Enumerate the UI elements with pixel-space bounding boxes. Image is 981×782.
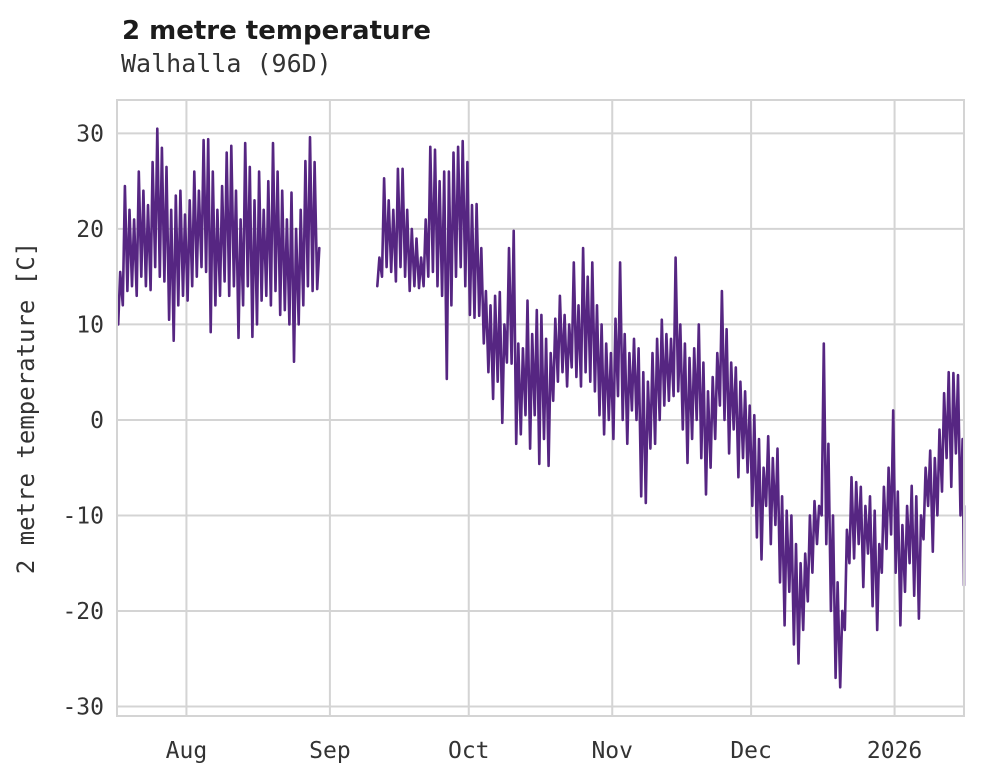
y-tick-label: -30 [62,694,104,720]
plot-border [116,99,965,717]
x-tick-label: Dec [730,738,772,764]
border-layer [116,99,965,717]
x-tick-label: 2026 [867,738,922,764]
chart-subtitle: Walhalla (96D) [121,49,332,78]
temperature-line [376,139,966,689]
chart-title: 2 metre temperature [122,16,431,46]
y-tick-label: 30 [76,121,104,147]
y-tick-label: 0 [90,408,104,434]
series-layer [116,127,966,689]
tick-layer: 30 20 10 0 -10 -20 -30 Aug Sep Oct Nov Dec 2026 [62,121,922,764]
y-tick-label: -10 [62,503,104,529]
y-tick-label: 10 [76,312,104,338]
y-tick-label: -20 [62,599,104,625]
x-tick-label: Nov [591,738,633,764]
x-tick-label: Aug [166,738,208,764]
y-tick-label: 20 [76,217,104,243]
x-tick-label: Oct [448,738,490,764]
x-tick-label: Sep [309,738,351,764]
temperature-line [116,127,321,363]
y-axis-label: 2 metre temperature [C] [12,242,40,574]
